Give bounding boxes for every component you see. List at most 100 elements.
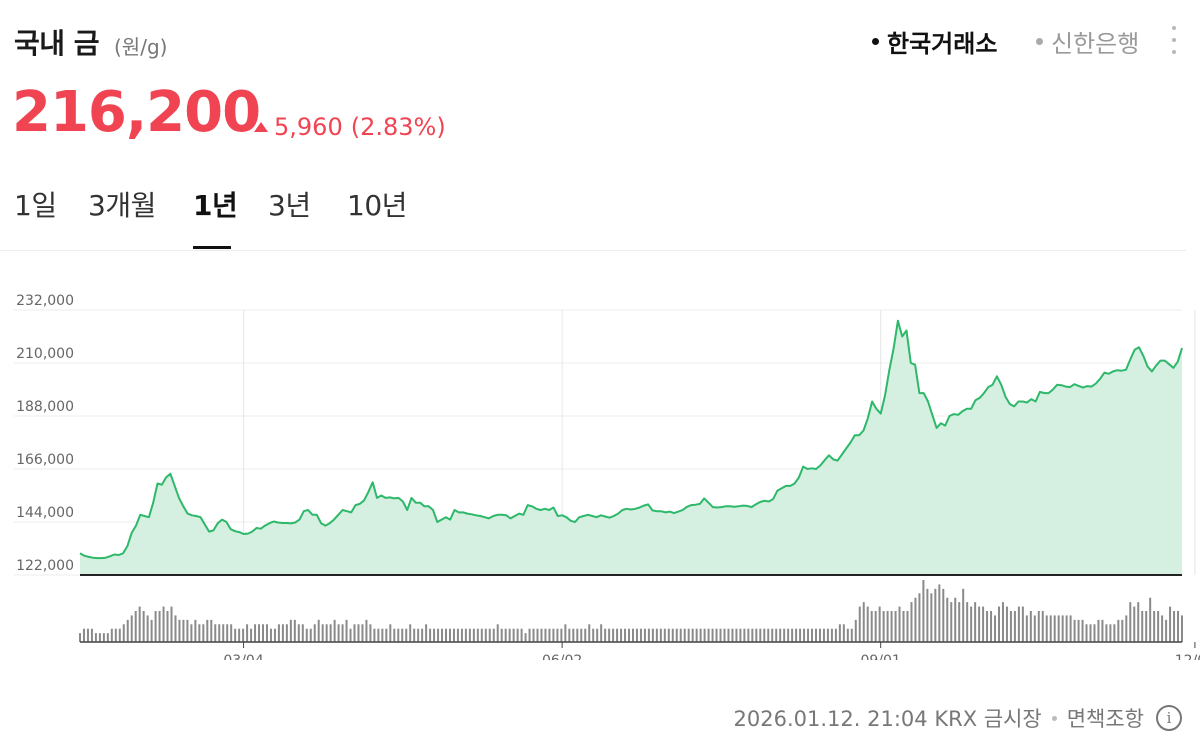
- volume-bar: [763, 628, 766, 642]
- volume-bar: [170, 606, 173, 642]
- volume-bar: [142, 611, 145, 642]
- volume-bar: [1149, 597, 1152, 642]
- volume-bar: [560, 628, 563, 642]
- price-chart[interactable]: 232,000 210,000 188,000 166,000 144,000 122,0…: [0, 290, 1200, 660]
- volume-bar: [325, 624, 328, 642]
- volume-bar: [771, 628, 774, 642]
- volume-bar: [512, 628, 515, 642]
- more-options-icon[interactable]: [1170, 26, 1178, 54]
- volume-bar: [1017, 606, 1020, 642]
- volume-bar: [397, 628, 400, 642]
- volume-bar: [1057, 615, 1060, 642]
- volume-bar: [425, 624, 428, 642]
- volume-bar: [620, 628, 623, 642]
- volume-bar: [592, 628, 595, 642]
- volume-bar: [659, 628, 662, 642]
- volume-bar: [576, 628, 579, 642]
- source-krx-tab[interactable]: 한국거래소: [872, 24, 997, 59]
- volume-bar: [826, 628, 829, 642]
- period-tabs: 1일 3개월 1년 3년 10년: [0, 178, 1186, 251]
- volume-bar: [548, 628, 551, 642]
- volume-bar: [711, 628, 714, 642]
- info-icon[interactable]: i: [1156, 705, 1182, 731]
- volume-bar: [631, 628, 634, 642]
- volume-bar: [349, 628, 352, 642]
- volume-bar: [238, 628, 241, 642]
- volume-bar: [1069, 615, 1072, 642]
- volume-bar: [695, 628, 698, 642]
- volume-bar: [150, 619, 153, 642]
- volume-bar: [703, 628, 706, 642]
- volume-bar: [262, 624, 265, 642]
- tab-3m[interactable]: 3개월: [88, 189, 156, 222]
- active-dot-icon: [872, 38, 879, 45]
- volume-bar: [313, 624, 316, 642]
- volume-bar: [122, 624, 125, 642]
- tab-3y[interactable]: 3년: [268, 189, 311, 222]
- volume-bar: [604, 628, 607, 642]
- volume-bar: [214, 624, 217, 642]
- x-tick-label: 06/02: [542, 653, 582, 660]
- volume-bar: [966, 602, 969, 642]
- change-percent: (2.83%): [350, 113, 446, 141]
- volume-bar: [1049, 615, 1052, 642]
- volume-bar: [946, 597, 949, 642]
- volume-bar: [273, 628, 276, 642]
- volume-bar: [584, 628, 587, 642]
- volume-bar: [962, 588, 965, 642]
- volume-bar: [1181, 615, 1183, 642]
- volume-bar: [667, 628, 670, 642]
- volume-bar: [997, 606, 1000, 642]
- volume-bar: [731, 628, 734, 642]
- volume-bar: [950, 602, 953, 642]
- volume-bar: [568, 628, 571, 642]
- volume-bar: [898, 606, 901, 642]
- volume-bar: [834, 628, 837, 642]
- volume-bar: [182, 619, 185, 642]
- volume-bar: [146, 615, 149, 642]
- volume-bar: [385, 628, 388, 642]
- volume-bar: [309, 628, 312, 642]
- volume-bar: [918, 593, 921, 642]
- volume-bar: [854, 619, 857, 642]
- volume-bar: [608, 628, 611, 642]
- volume-bar: [162, 606, 165, 642]
- volume-bar: [1061, 615, 1064, 642]
- separator-dot: [1051, 715, 1057, 721]
- volume-bar: [190, 624, 193, 642]
- volume-bar: [353, 624, 356, 642]
- volume-bar: [886, 611, 889, 642]
- source-shinhan-tab[interactable]: 신한은행: [1036, 24, 1139, 59]
- disclaimer-link[interactable]: 면책조항: [1066, 707, 1144, 731]
- volume-bar: [564, 624, 567, 642]
- volume-bar: [504, 628, 507, 642]
- tab-1d[interactable]: 1일: [14, 189, 57, 222]
- volume-bar: [1169, 606, 1172, 642]
- volume-bar: [377, 628, 380, 642]
- volume-bar: [1089, 624, 1092, 642]
- volume-bar: [198, 624, 201, 642]
- volume-bar: [508, 628, 511, 642]
- volume-bar: [452, 628, 455, 642]
- volume-bar: [783, 628, 786, 642]
- volume-bar: [866, 606, 869, 642]
- volume-bar: [528, 628, 531, 642]
- tab-1y[interactable]: 1년: [193, 189, 238, 222]
- volume-bar: [1065, 615, 1068, 642]
- volume-bar: [906, 611, 909, 642]
- volume-bar: [807, 628, 810, 642]
- tab-10y[interactable]: 10년: [347, 189, 407, 222]
- volume-bar: [1001, 602, 1004, 642]
- x-tick-label: 03/04: [223, 653, 263, 660]
- volume-bar: [222, 624, 225, 642]
- volume-bar: [401, 628, 404, 642]
- volume-bar: [1157, 611, 1160, 642]
- volume-bar: [655, 628, 658, 642]
- volume-bar: [691, 628, 694, 642]
- up-triangle-icon: [254, 122, 268, 132]
- volume-bar: [1081, 619, 1084, 642]
- volume-bar: [98, 633, 101, 642]
- volume-bar: [894, 611, 897, 642]
- volume-bar: [1133, 606, 1136, 642]
- volume-bar: [1113, 624, 1116, 642]
